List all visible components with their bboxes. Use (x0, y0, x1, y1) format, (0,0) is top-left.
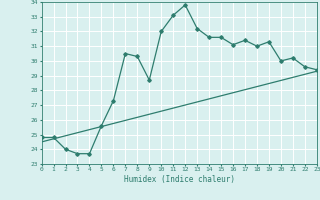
X-axis label: Humidex (Indice chaleur): Humidex (Indice chaleur) (124, 175, 235, 184)
